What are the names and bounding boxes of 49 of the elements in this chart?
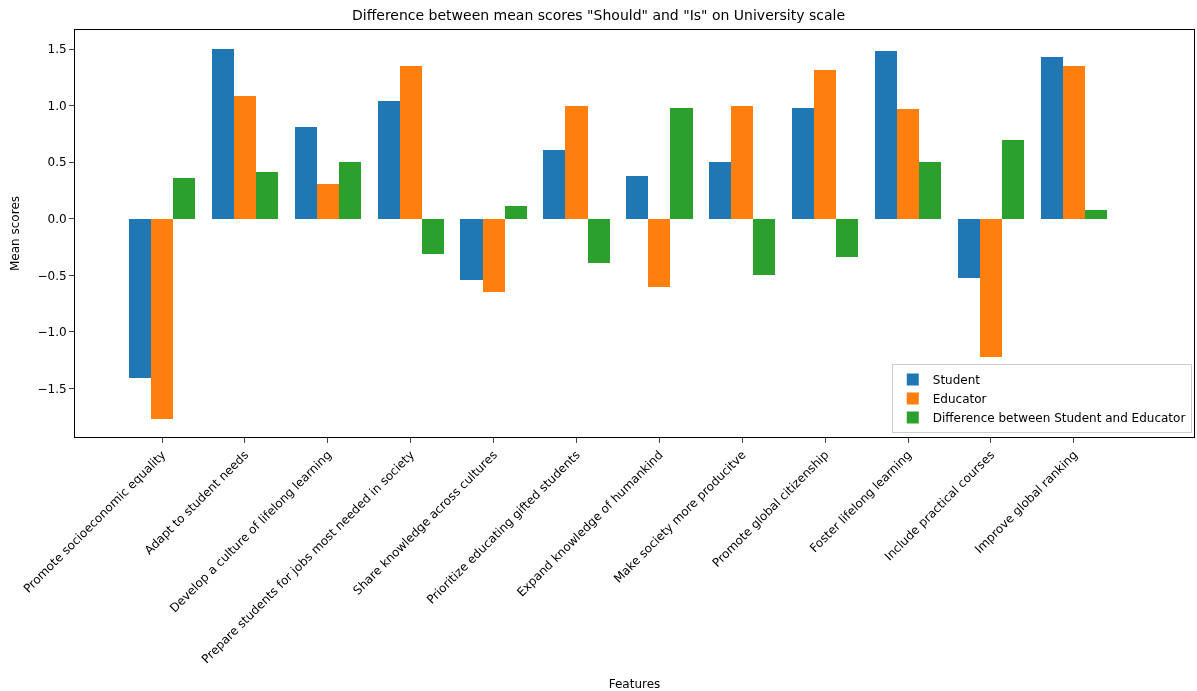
- bar: [753, 219, 775, 275]
- y-axis-title: Mean scores: [7, 195, 22, 272]
- bar: [400, 66, 422, 219]
- y-tick-label: −0.5: [37, 268, 67, 283]
- legend-label: Difference between Student and Educator: [932, 411, 1186, 426]
- bar: [626, 176, 648, 219]
- bar: [129, 219, 151, 378]
- bar: [897, 109, 919, 219]
- bar: [212, 49, 234, 219]
- bar: [919, 162, 941, 219]
- bar: [422, 219, 444, 254]
- bar: [980, 219, 1002, 357]
- bar: [339, 162, 361, 219]
- bar: [875, 51, 897, 219]
- bar: [234, 96, 256, 219]
- bar: [670, 108, 693, 219]
- bar: [709, 162, 731, 219]
- bar: [295, 127, 317, 219]
- bar: [543, 150, 565, 219]
- bar: [505, 206, 527, 219]
- y-tick-label: 0.5: [47, 155, 67, 170]
- y-tick-label: −1.0: [37, 325, 67, 340]
- x-axis-title: Features: [608, 677, 661, 691]
- bar: [565, 106, 588, 219]
- bar: [460, 219, 483, 280]
- y-tick-label: −1.5: [37, 381, 67, 396]
- bar: [731, 106, 753, 219]
- bar: [1063, 66, 1085, 219]
- bar: [173, 178, 195, 219]
- bar: [836, 219, 858, 257]
- bar: [151, 219, 173, 419]
- y-tick-label: 1.5: [47, 42, 67, 57]
- chart-title: Difference between mean scores "Should" and "Is" on University scale: [351, 7, 846, 24]
- bar: [958, 219, 980, 278]
- legend-label: Student: [932, 373, 981, 388]
- bar: [814, 70, 836, 219]
- y-tick-label: 1.0: [47, 98, 67, 113]
- bar: [483, 219, 505, 292]
- bar: [588, 219, 610, 263]
- bar: [1002, 140, 1024, 219]
- legend-label: Educator: [932, 392, 987, 407]
- bar: [378, 101, 400, 219]
- bar: [1085, 210, 1107, 219]
- bar: [256, 172, 278, 219]
- bar: [317, 184, 339, 219]
- y-tick-label: 0.0: [47, 212, 67, 226]
- bar: [1041, 57, 1063, 219]
- bar: [792, 108, 814, 219]
- bar: [648, 219, 670, 287]
